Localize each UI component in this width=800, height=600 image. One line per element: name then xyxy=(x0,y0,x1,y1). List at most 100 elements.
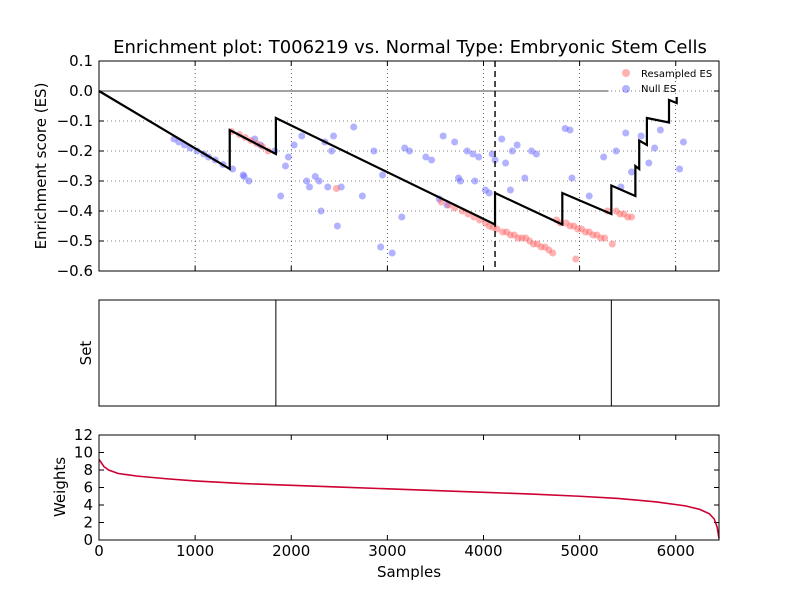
null-es-point xyxy=(475,153,483,161)
es-ytick-label-6: −0.5 xyxy=(57,232,93,250)
null-es-point xyxy=(679,138,687,146)
null-es-point xyxy=(491,156,499,164)
es-ytick-label-1: 0.0 xyxy=(69,82,93,100)
null-es-point xyxy=(532,150,540,158)
null-es-point xyxy=(612,147,620,155)
null-es-point xyxy=(281,162,289,170)
es-ytick-label-2: −0.1 xyxy=(57,112,93,130)
w-xtick-label-0: 0 xyxy=(94,542,104,560)
weights-line xyxy=(98,459,720,539)
null-es-point xyxy=(439,132,447,140)
null-es-point xyxy=(298,132,306,140)
null-es-point xyxy=(350,123,358,131)
w-xtick-label-4: 4000 xyxy=(464,542,502,560)
w-xtick-label-3: 3000 xyxy=(368,542,406,560)
null-es-point xyxy=(315,177,323,185)
null-es-point xyxy=(229,165,237,173)
es-ytick-label-0: 0.1 xyxy=(69,52,93,70)
null-es-point xyxy=(377,243,385,251)
null-es-point xyxy=(379,171,387,179)
weights-axes-frame xyxy=(98,434,720,541)
chart-title: Enrichment plot: T006219 vs. Normal Type… xyxy=(113,37,707,58)
set-panel xyxy=(98,299,720,407)
null-es-point xyxy=(651,144,659,152)
null-es-point xyxy=(600,153,608,161)
resampled-es-point xyxy=(332,185,340,192)
es-ytick-label-4: −0.3 xyxy=(57,172,93,190)
resampled-es-point xyxy=(493,225,501,233)
w-ytick-label-6: 12 xyxy=(74,426,93,444)
null-es-point xyxy=(330,132,338,140)
null-es-point xyxy=(471,177,479,185)
resampled-es-point xyxy=(608,240,616,248)
null-es-point xyxy=(240,173,248,180)
w-xtick-label-5: 5000 xyxy=(561,542,599,560)
es-panel: 0.1 0.0 −0.1 −0.2 −0.3 −0.4 −0.5 −0.6 xyxy=(57,52,720,280)
w-xtick-label-1: 1000 xyxy=(176,542,214,560)
null-es-point xyxy=(328,147,336,155)
samples-xlabel: Samples xyxy=(377,563,441,581)
null-es-point xyxy=(277,192,285,200)
null-es-point xyxy=(333,222,341,230)
resampled-es-point xyxy=(628,213,636,221)
null-es-point xyxy=(521,174,529,182)
null-es-point xyxy=(506,186,514,194)
running-es-line xyxy=(98,90,678,227)
set-ylabel: Set xyxy=(77,341,95,366)
legend-marker-null xyxy=(622,85,630,93)
null-es-point xyxy=(303,177,311,185)
legend-marker-resampled xyxy=(622,69,630,77)
null-es-point xyxy=(645,159,653,167)
w-ytick-label-5: 10 xyxy=(74,444,93,462)
resampled-es-point xyxy=(572,255,580,263)
null-es-point xyxy=(451,138,459,146)
null-es-point xyxy=(405,147,413,155)
null-es-point xyxy=(284,153,292,161)
w-xtick-label-6: 6000 xyxy=(657,542,695,560)
w-ytick-label-1: 2 xyxy=(83,514,93,532)
set-axes-frame xyxy=(98,299,720,407)
null-es-point xyxy=(488,150,496,158)
es-axes-frame xyxy=(98,60,720,272)
es-ytick-label-7: −0.6 xyxy=(57,262,93,280)
null-es-point xyxy=(456,177,464,185)
null-es-point xyxy=(568,174,576,182)
null-es-point xyxy=(245,177,253,185)
resampled-es-point xyxy=(601,234,609,242)
null-es-point xyxy=(585,192,593,200)
null-es-point xyxy=(508,147,516,155)
null-es-point xyxy=(628,168,636,176)
null-es-point xyxy=(637,132,645,140)
null-es-point xyxy=(290,141,298,149)
null-es-point xyxy=(463,147,471,155)
null-es-point xyxy=(428,156,436,164)
null-es-point xyxy=(485,189,493,197)
null-es-point xyxy=(388,249,396,257)
null-es-point xyxy=(398,213,406,221)
weights-ylabel: Weights xyxy=(51,457,69,517)
legend-label-null: Null ES xyxy=(641,84,676,95)
w-ytick-label-4: 8 xyxy=(83,461,93,479)
null-es-point xyxy=(317,207,325,215)
null-es-point xyxy=(622,129,630,137)
null-es-point xyxy=(676,165,684,173)
null-es-point xyxy=(422,153,430,161)
w-ytick-label-3: 6 xyxy=(83,479,93,497)
resampled-es-point xyxy=(549,249,557,257)
w-ytick-label-0: 0 xyxy=(83,531,93,549)
null-es-point xyxy=(656,126,664,134)
es-ytick-label-3: −0.2 xyxy=(57,142,93,160)
es-ylabel: Enrichment score (ES) xyxy=(32,83,50,250)
null-es-point xyxy=(469,150,477,158)
null-es-point xyxy=(324,183,332,191)
null-es-point xyxy=(513,141,521,149)
w-xtick-label-2: 2000 xyxy=(272,542,310,560)
null-es-point xyxy=(498,135,506,143)
null-es-point xyxy=(306,183,314,191)
null-es-point xyxy=(370,147,378,155)
null-es-point xyxy=(566,126,574,134)
legend-label-resampled: Resampled ES xyxy=(641,69,712,80)
null-es-point xyxy=(502,159,510,167)
